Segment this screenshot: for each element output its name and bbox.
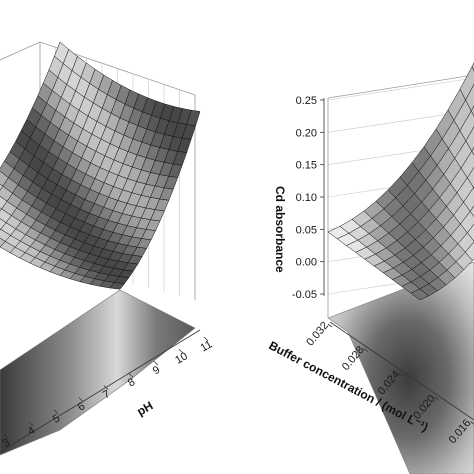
right-surface-cell: [469, 205, 474, 218]
right-surface-cell: [459, 66, 474, 101]
right-y-axis-line: [329, 321, 474, 421]
left-x-tick-label: 7: [101, 388, 112, 401]
left-x-tick-label: 9: [151, 364, 162, 377]
right-z-tick-label: 0.20: [296, 127, 317, 139]
right-z-tick-label: 0.15: [296, 160, 317, 172]
right-z-tick-label: 0.05: [296, 224, 317, 236]
right-surface-cell: [465, 126, 474, 152]
right-y-tick-mark: [398, 372, 404, 377]
right-y-tick-mark: [434, 396, 440, 401]
right-surface-cell: [465, 83, 474, 112]
left-x-tick-mark: [3, 433, 9, 439]
left-x-tick-label: 3: [1, 437, 12, 450]
left-x-tick-label: 8: [126, 376, 137, 389]
left-x-tick-label: 6: [76, 400, 87, 413]
right-y-tick-mark: [327, 323, 333, 328]
right-y-tick-mark: [363, 348, 368, 352]
left-floor-contour: [0, 289, 196, 456]
left-x-tick-label: 11: [199, 338, 215, 354]
right-surface-plot: -0.05 0.00 0.05 0.10 0.15 0.20 0.25 Cd absorba…: [267, 62, 474, 474]
right-surface-cell: [467, 166, 474, 189]
left-x-tick-mark: [78, 397, 84, 402]
right-z-tick-label: -0.05: [292, 289, 317, 301]
right-z-tick-label: 0.00: [296, 257, 317, 269]
right-surface-cell: [471, 105, 474, 117]
left-x-tick-mark: [53, 409, 59, 415]
left-surface-cell: [186, 109, 201, 126]
right-surface-cell: [464, 241, 474, 261]
right-z-tick-labels: -0.05 0.00 0.05 0.10 0.15 0.20 0.25: [292, 95, 324, 301]
right-z-axis-label: Cd absorbance: [273, 186, 287, 273]
right-surface-cell: [471, 146, 474, 156]
left-x-axis-line: [0, 329, 201, 453]
left-x-tick-mark: [203, 336, 209, 342]
left-x-tick-mark: [128, 373, 134, 378]
left-surface-plot: 3 4 5 6 7 8 9 10 11 pH: [0, 41, 215, 456]
right-back-wall: [327, 74, 474, 318]
right-surface-mesh: [327, 62, 474, 301]
right-surface-cell: [457, 232, 474, 253]
left-x-tick-label: 5: [51, 412, 62, 425]
right-z-tick-label: 0.25: [296, 95, 317, 107]
left-x-tick-mark: [28, 421, 34, 427]
right-z-tick-label: 0.10: [296, 192, 317, 204]
left-x-tick-label: 10: [173, 350, 190, 367]
left-x-tick-mark: [153, 360, 159, 366]
left-x-axis-label: pH: [135, 398, 156, 418]
right-surface-cell: [460, 150, 474, 179]
right-y-tick-label: 0.032: [304, 320, 331, 349]
left-x-tick-labels: 3 4 5 6 7 8 9 10 11: [1, 336, 215, 450]
left-x-tick-mark: [103, 385, 109, 390]
right-surface-cell: [459, 110, 474, 142]
left-x-tick-mark: [178, 348, 184, 354]
left-x-tick-label: 4: [26, 425, 37, 438]
right-surface-cell: [460, 210, 474, 234]
right-wall-gridline: [327, 77, 474, 101]
left-surface-mesh: [0, 41, 201, 290]
right-surface-cell: [463, 187, 474, 212]
